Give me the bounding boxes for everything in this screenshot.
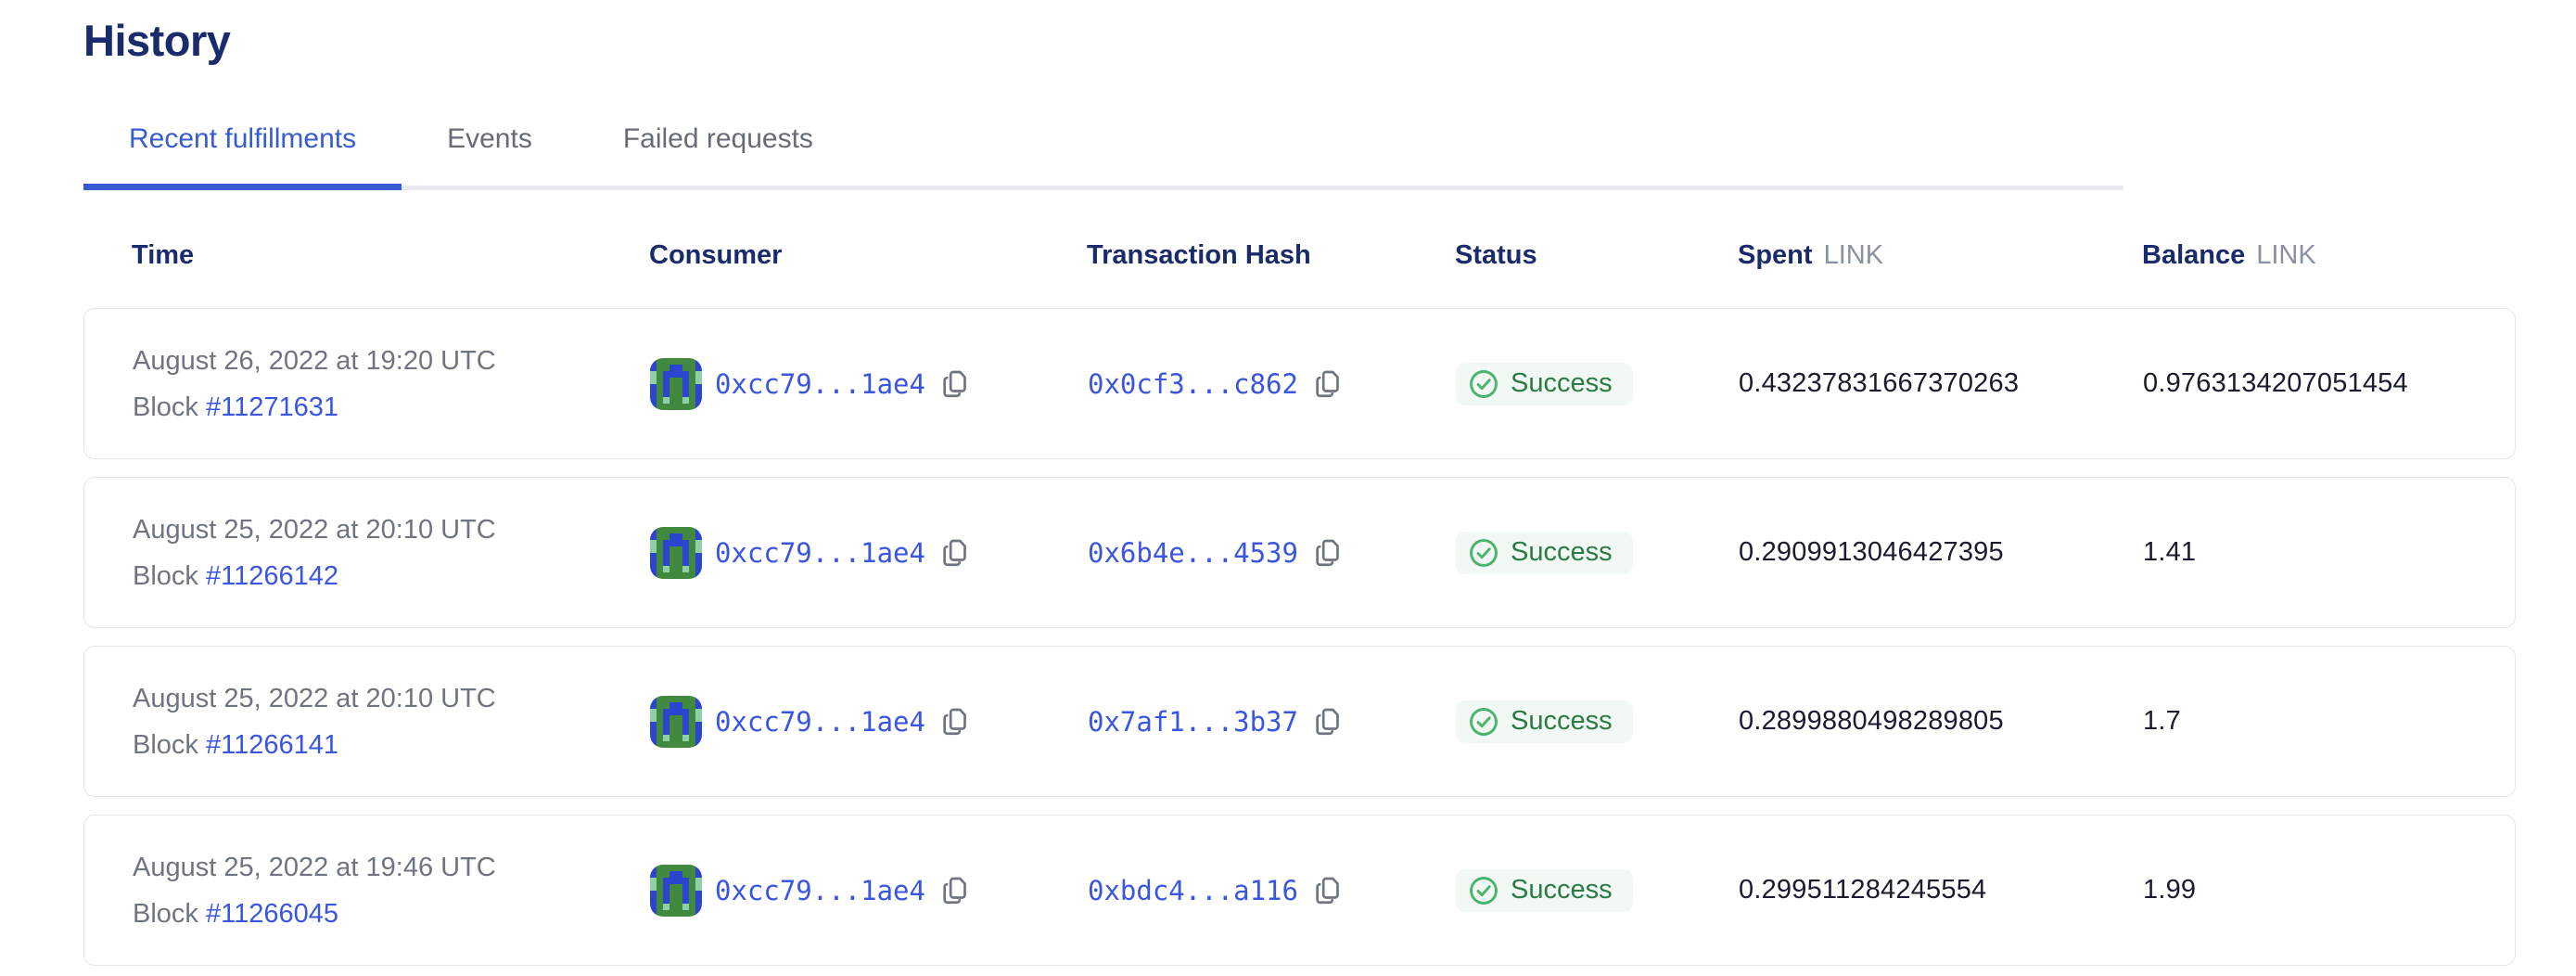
table-row: August 25, 2022 at 20:10 UTC Block #1126… bbox=[83, 646, 2516, 797]
consumer-identicon bbox=[650, 695, 702, 748]
copy-icon bbox=[1316, 877, 1339, 904]
block-number-link[interactable]: #11266141 bbox=[205, 729, 338, 760]
row-timestamp: August 25, 2022 at 20:10 UTC bbox=[133, 514, 496, 545]
copy-tx-hash-button[interactable] bbox=[1311, 703, 1345, 740]
table-row: August 25, 2022 at 20:10 UTC Block #1126… bbox=[83, 477, 2516, 628]
consumer-identicon bbox=[650, 864, 702, 917]
column-header-transaction-hash: Transaction Hash bbox=[1087, 240, 1311, 270]
balance-unit-label: LINK bbox=[2256, 240, 2316, 270]
spent-value: 0.2909913046427395 bbox=[1739, 537, 2004, 567]
copy-icon bbox=[943, 708, 966, 735]
block-number-link[interactable]: #11266142 bbox=[205, 560, 338, 591]
block-number-link[interactable]: #11266045 bbox=[205, 898, 338, 929]
block-label: Block bbox=[133, 392, 198, 422]
copy-icon bbox=[1316, 539, 1339, 566]
page-title: History bbox=[83, 16, 231, 65]
table-row: August 25, 2022 at 19:46 UTC Block #1126… bbox=[83, 815, 2516, 966]
copy-icon bbox=[943, 370, 966, 397]
status-cell: Success bbox=[1456, 531, 1739, 574]
row-timestamp: August 25, 2022 at 19:46 UTC bbox=[133, 852, 496, 882]
tab-failed-requests-label: Failed requests bbox=[622, 123, 813, 154]
tab-recent-fulfillments[interactable]: Recent fulfillments bbox=[83, 123, 402, 190]
history-tabbar: Recent fulfillments Events Failed reques… bbox=[83, 123, 2123, 190]
copy-tx-hash-button[interactable] bbox=[1311, 366, 1345, 403]
time-cell: August 25, 2022 at 20:10 UTC Block #1126… bbox=[133, 675, 650, 768]
status-cell: Success bbox=[1456, 362, 1739, 405]
block-label: Block bbox=[133, 898, 198, 929]
block-label: Block bbox=[133, 729, 198, 760]
column-header-spent: Spent LINK bbox=[1738, 240, 1884, 270]
consumer-address-link[interactable]: 0xcc79...1ae4 bbox=[715, 874, 925, 906]
status-badge: Success bbox=[1456, 868, 1633, 912]
success-check-icon bbox=[1470, 369, 1498, 398]
success-check-icon bbox=[1470, 707, 1498, 736]
tx-hash-cell: 0x0cf3...c862 bbox=[1088, 366, 1456, 403]
status-badge-label: Success bbox=[1511, 706, 1613, 736]
copy-consumer-address-button[interactable] bbox=[938, 703, 972, 740]
tx-hash-link[interactable]: 0x0cf3...c862 bbox=[1088, 367, 1298, 400]
block-label: Block bbox=[133, 560, 198, 591]
consumer-address-link[interactable]: 0xcc79...1ae4 bbox=[715, 705, 925, 738]
tx-hash-cell: 0xbdc4...a116 bbox=[1088, 872, 1456, 909]
spent-value: 0.2899880498289805 bbox=[1739, 706, 2004, 736]
consumer-address-link[interactable]: 0xcc79...1ae4 bbox=[715, 367, 925, 400]
balance-value: 1.99 bbox=[2143, 875, 2197, 905]
table-header: Time Consumer Transaction Hash Status Sp… bbox=[83, 240, 2516, 271]
copy-tx-hash-button[interactable] bbox=[1311, 872, 1345, 909]
status-badge: Success bbox=[1456, 362, 1633, 405]
copy-icon bbox=[1316, 370, 1339, 397]
spent-value: 0.43237831667370263 bbox=[1739, 368, 2020, 398]
copy-consumer-address-button[interactable] bbox=[938, 872, 972, 909]
success-check-icon bbox=[1470, 876, 1498, 905]
tx-hash-cell: 0x6b4e...4539 bbox=[1088, 534, 1456, 571]
status-cell: Success bbox=[1456, 700, 1739, 743]
table-row: August 26, 2022 at 19:20 UTC Block #1127… bbox=[83, 308, 2516, 459]
tab-recent-fulfillments-label: Recent fulfillments bbox=[129, 123, 357, 154]
status-badge-label: Success bbox=[1511, 368, 1613, 398]
spent-unit-label: LINK bbox=[1823, 240, 1884, 270]
copy-tx-hash-button[interactable] bbox=[1311, 534, 1345, 571]
copy-icon bbox=[1316, 708, 1339, 735]
time-cell: August 26, 2022 at 19:20 UTC Block #1127… bbox=[133, 338, 650, 430]
column-header-status: Status bbox=[1455, 240, 1537, 270]
tab-events[interactable]: Events bbox=[402, 123, 578, 186]
balance-value: 0.9763134207051454 bbox=[2143, 368, 2408, 398]
copy-icon bbox=[943, 539, 966, 566]
tab-failed-requests[interactable]: Failed requests bbox=[578, 123, 859, 186]
spent-value: 0.299511284245554 bbox=[1739, 875, 1987, 905]
column-header-balance: Balance LINK bbox=[2142, 240, 2316, 270]
consumer-identicon bbox=[650, 526, 702, 579]
tx-hash-link[interactable]: 0x6b4e...4539 bbox=[1088, 536, 1298, 569]
consumer-cell: 0xcc79...1ae4 bbox=[650, 357, 1088, 410]
consumer-cell: 0xcc79...1ae4 bbox=[650, 864, 1088, 917]
tx-hash-link[interactable]: 0x7af1...3b37 bbox=[1088, 705, 1298, 738]
column-header-consumer: Consumer bbox=[649, 240, 783, 270]
balance-value: 1.7 bbox=[2143, 706, 2181, 736]
consumer-cell: 0xcc79...1ae4 bbox=[650, 695, 1088, 748]
copy-icon bbox=[943, 877, 966, 904]
consumer-identicon bbox=[650, 357, 702, 410]
success-check-icon bbox=[1470, 538, 1498, 567]
consumer-cell: 0xcc79...1ae4 bbox=[650, 526, 1088, 579]
tab-events-label: Events bbox=[447, 123, 532, 154]
copy-consumer-address-button[interactable] bbox=[938, 534, 972, 571]
tx-hash-link[interactable]: 0xbdc4...a116 bbox=[1088, 874, 1298, 906]
copy-consumer-address-button[interactable] bbox=[938, 366, 972, 403]
tx-hash-cell: 0x7af1...3b37 bbox=[1088, 703, 1456, 740]
time-cell: August 25, 2022 at 19:46 UTC Block #1126… bbox=[133, 844, 650, 937]
row-timestamp: August 25, 2022 at 20:10 UTC bbox=[133, 683, 496, 713]
consumer-address-link[interactable]: 0xcc79...1ae4 bbox=[715, 536, 925, 569]
status-badge: Success bbox=[1456, 700, 1633, 743]
status-badge: Success bbox=[1456, 531, 1633, 574]
status-badge-label: Success bbox=[1511, 875, 1613, 905]
time-cell: August 25, 2022 at 20:10 UTC Block #1126… bbox=[133, 507, 650, 599]
column-header-time: Time bbox=[132, 240, 195, 270]
status-cell: Success bbox=[1456, 868, 1739, 912]
row-timestamp: August 26, 2022 at 19:20 UTC bbox=[133, 345, 496, 376]
block-number-link[interactable]: #11271631 bbox=[205, 392, 338, 422]
balance-value: 1.41 bbox=[2143, 537, 2197, 567]
status-badge-label: Success bbox=[1511, 537, 1613, 567]
